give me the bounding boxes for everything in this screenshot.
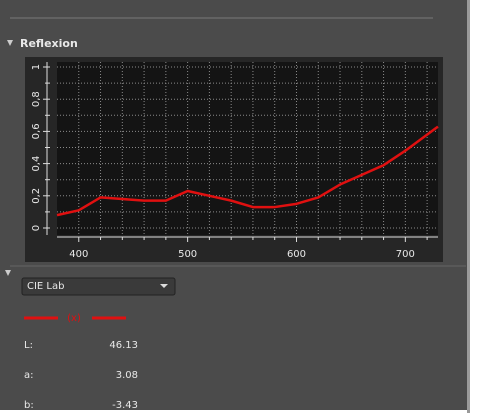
- x-tick-label: 700: [396, 249, 415, 260]
- collapse-arrow[interactable]: [5, 270, 11, 276]
- dropdown-arrow: [160, 284, 168, 288]
- shadow: [467, 0, 470, 413]
- y-tick-label: 0,6: [31, 123, 42, 139]
- data-line: [56, 125, 439, 217]
- lab-label: a:: [24, 370, 34, 381]
- legend-label: (x): [67, 313, 81, 324]
- y-tick-label: 0,8: [31, 91, 42, 107]
- dropdown[interactable]: [21, 277, 176, 296]
- y-tick-label: 0,2: [31, 188, 42, 204]
- y-tick-label: 0,4: [31, 156, 42, 172]
- x-tick-label: 600: [287, 249, 306, 260]
- dropdown-label: CIE Lab: [27, 281, 64, 292]
- lab-value: 46.13: [109, 340, 138, 351]
- x-tick-label: 400: [69, 249, 88, 260]
- y-tick-label: 0: [31, 225, 42, 231]
- lab-label: L:: [24, 340, 33, 351]
- lab-value: 3.08: [116, 370, 138, 381]
- section-title: Reflexion: [20, 37, 78, 50]
- y-tick-label: 1: [31, 64, 42, 70]
- plot-area: [57, 62, 438, 235]
- lab-label: b:: [24, 400, 34, 411]
- x-tick-label: 500: [178, 249, 197, 260]
- collapse-arrow[interactable]: [7, 40, 13, 46]
- lab-value: -3.43: [112, 400, 138, 411]
